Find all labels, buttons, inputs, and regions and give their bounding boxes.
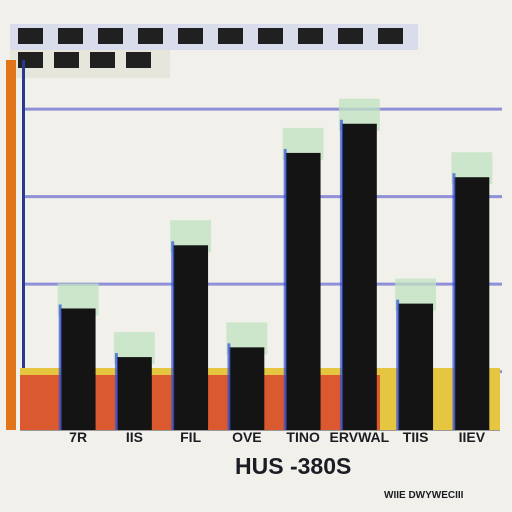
left-rail (6, 60, 25, 430)
legend-swatch (378, 28, 403, 44)
footer-text: HUS -380S (235, 453, 351, 479)
bar (116, 357, 152, 430)
bar-edge (283, 148, 287, 430)
x-tick-label: TIIS (403, 429, 429, 445)
corner-text: WIIE DWYWECIII (384, 490, 464, 501)
x-tick-label: TINO (286, 429, 320, 445)
legend-swatch (218, 28, 243, 44)
bar-edge (396, 299, 400, 430)
legend-swatch (178, 28, 203, 44)
x-tick-label: FIL (180, 429, 201, 445)
legend-swatch (18, 52, 43, 68)
legend-swatch (58, 28, 83, 44)
legend-swatch (126, 52, 151, 68)
x-tick-label: 7R (69, 429, 87, 445)
bar (229, 347, 265, 430)
legend-strip (10, 24, 418, 78)
bar (285, 152, 321, 430)
bar-edge (227, 343, 231, 430)
left-rail-bar (6, 60, 16, 430)
bar (60, 308, 96, 430)
bar (173, 245, 209, 430)
bar (454, 177, 490, 430)
x-tick-label: ERVWAL (330, 429, 390, 445)
legend-swatch (18, 28, 43, 44)
bar-edge (171, 241, 175, 430)
legend-swatch (338, 28, 363, 44)
bar-edge (58, 304, 62, 430)
bar-edge (339, 119, 343, 430)
bar-edge (452, 173, 456, 430)
legend-swatch (138, 28, 163, 44)
x-tick-label: IIS (126, 429, 143, 445)
legend-swatch (298, 28, 323, 44)
legend-swatch (90, 52, 115, 68)
legend-swatch (98, 28, 123, 44)
x-tick-label: IIEV (459, 429, 486, 445)
bar (341, 123, 377, 430)
legend-swatch (54, 52, 79, 68)
bars-layer (57, 98, 493, 430)
left-rail-axis (22, 60, 25, 430)
x-tick-label: OVE (232, 429, 262, 445)
legend-swatch (258, 28, 283, 44)
x-tick-labels: 7R IIS FIL OVE TINO ERVWAL TIIS IIEV (69, 429, 486, 445)
bar-edge (114, 353, 118, 430)
bar (398, 303, 434, 430)
